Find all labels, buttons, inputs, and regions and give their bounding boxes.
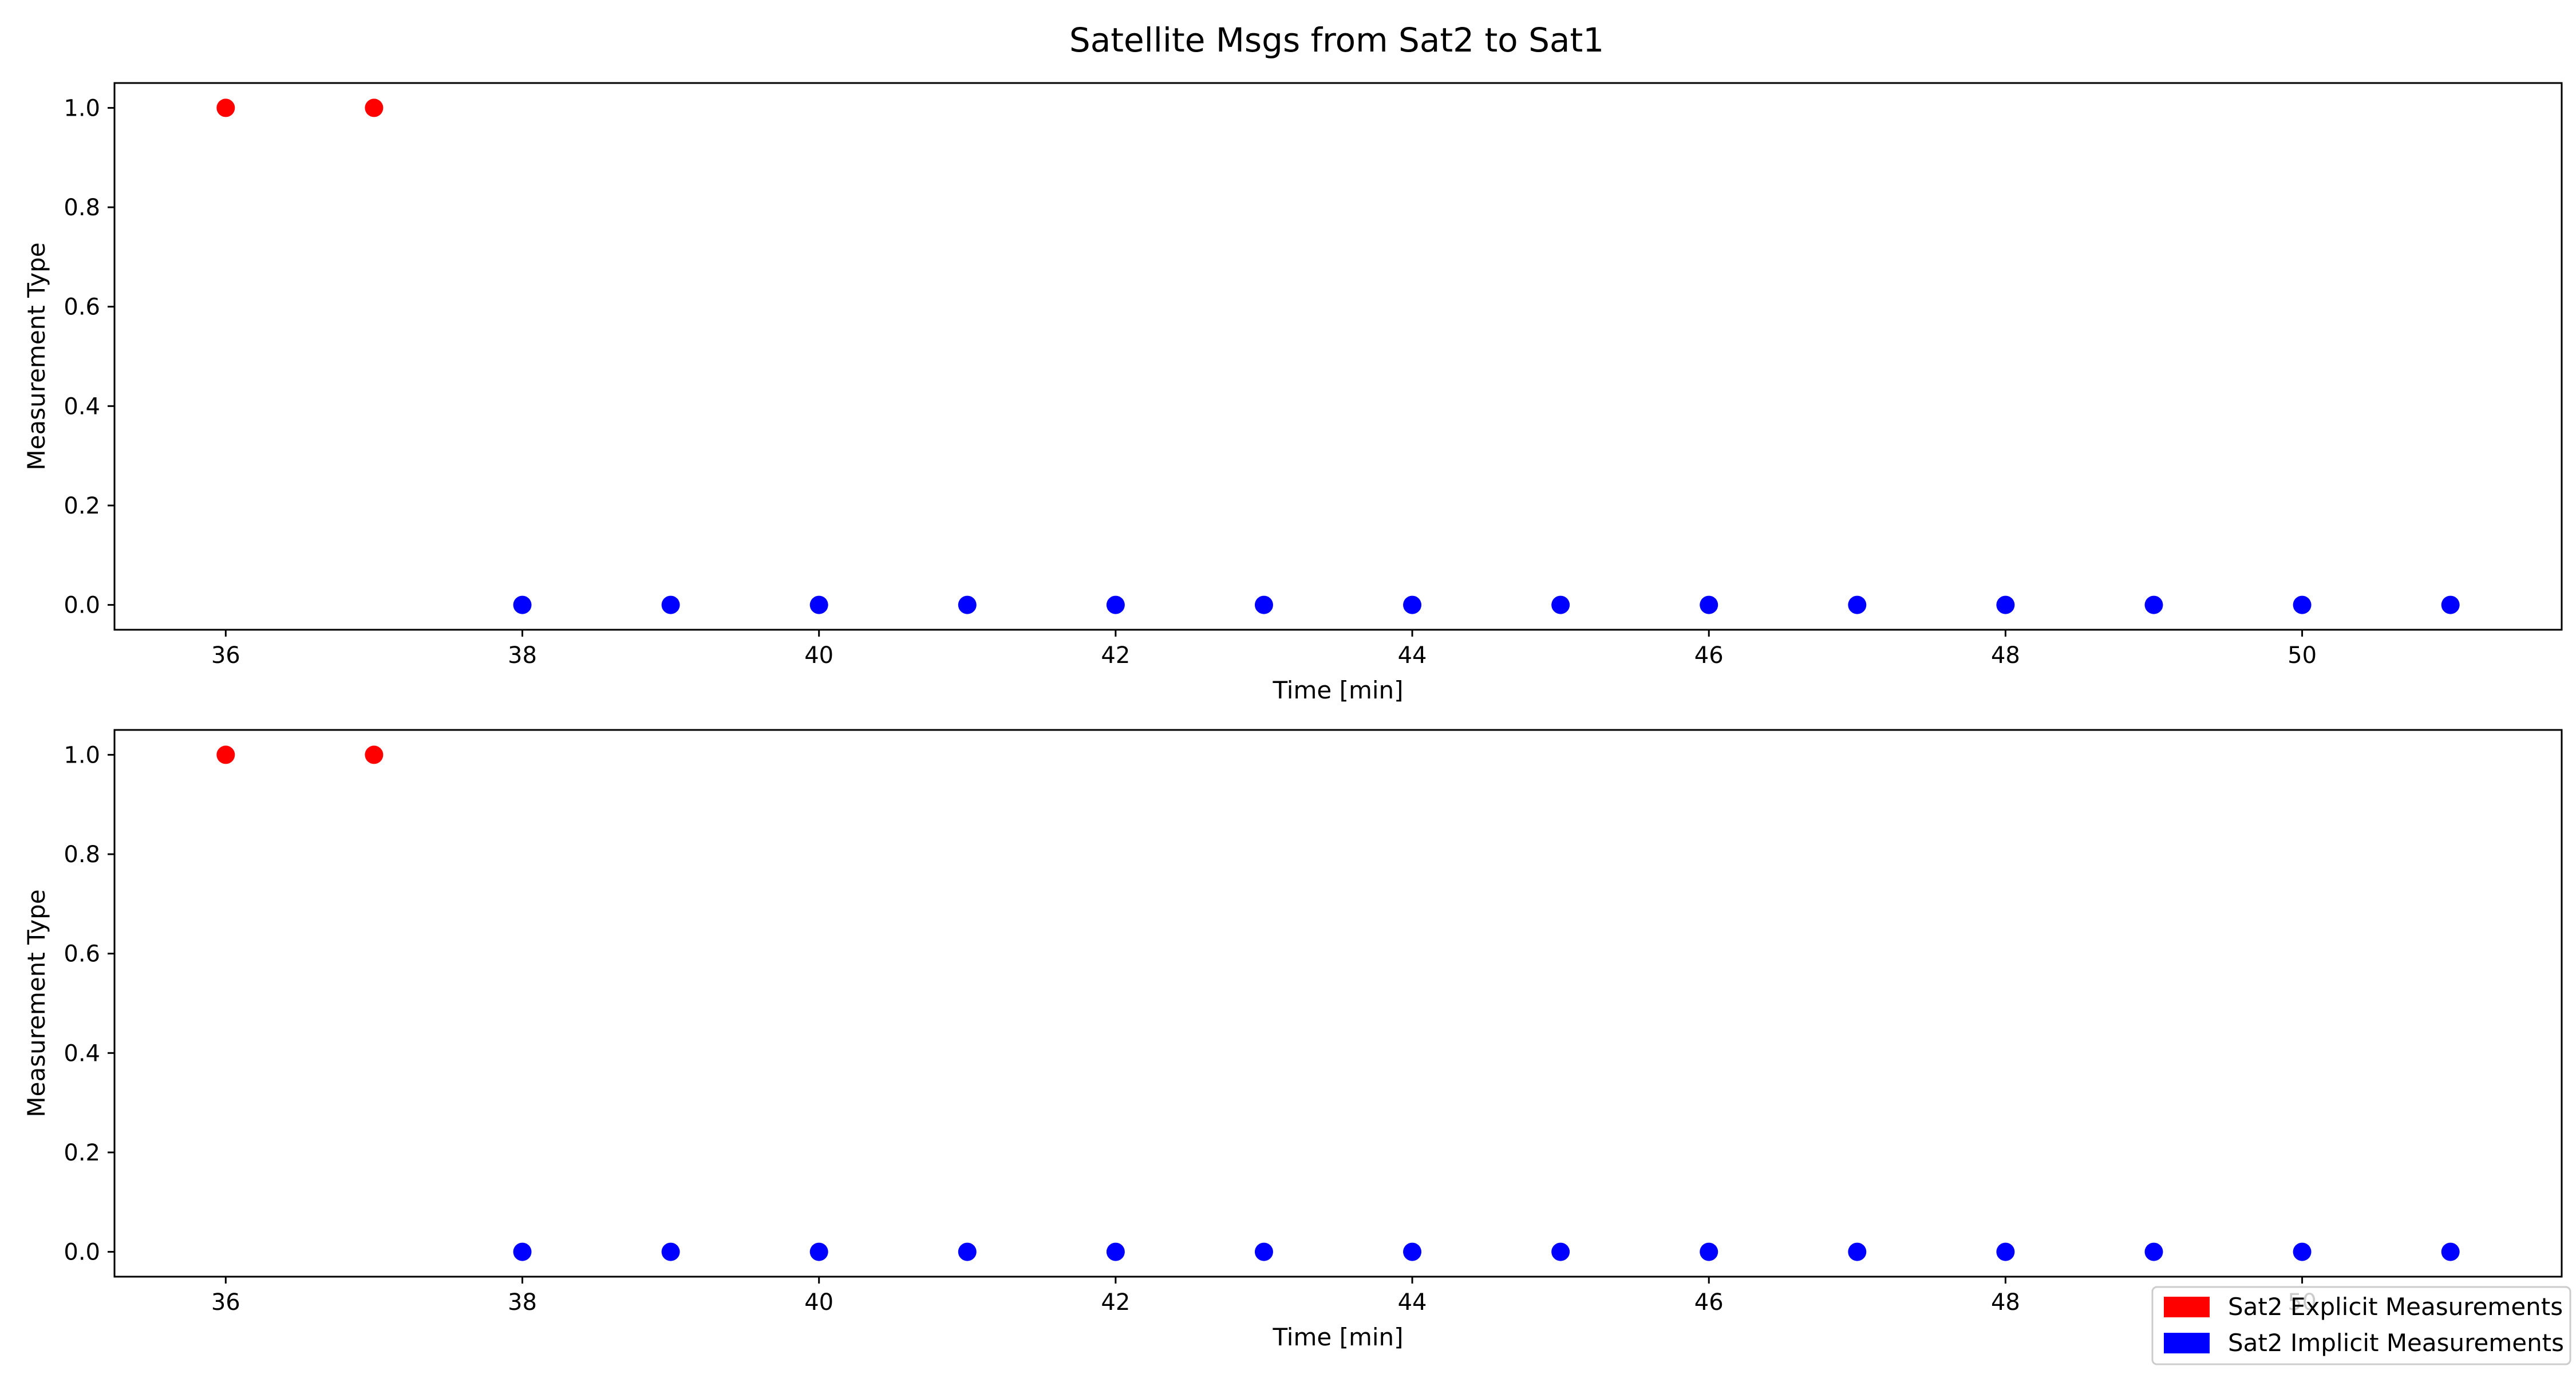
legend-swatch-implicit [2164, 1333, 2210, 1353]
subplot-1: 36 38 40 42 44 46 48 50 0.0 0.2 0.4 0.6 0.8 1.0 Time [… [22, 82, 2563, 704]
x-tick-label: 42 [1101, 642, 1130, 669]
data-point [365, 98, 384, 117]
x-tick-label: 46 [1694, 642, 1724, 669]
y-tick-label: 0.2 [64, 493, 100, 519]
y-tick-label: 0.8 [64, 842, 100, 868]
data-point [1551, 1242, 1570, 1261]
x-axis-label: Time [min] [1272, 676, 1403, 704]
subplots: 36 38 40 42 44 46 48 50 0.0 0.2 0.4 0.6 0.8 1.0 Time [… [22, 82, 2563, 1351]
x-tick-label: 40 [804, 1289, 833, 1316]
y-tick-label: 0.2 [64, 1140, 100, 1166]
y-tick-label: 0.8 [64, 195, 100, 221]
y-tick-label: 0.6 [64, 941, 100, 968]
data-point [513, 595, 532, 614]
y-tick-label: 0.6 [64, 294, 100, 321]
legend: Sat2 Explicit Measurements Sat2 Implicit… [2151, 1286, 2571, 1365]
x-tick-label: 44 [1398, 642, 1427, 669]
data-point [2144, 1242, 2163, 1261]
x-axis-label: Time [min] [1272, 1323, 1403, 1351]
legend-label-implicit: Sat2 Implicit Measurements [2228, 1329, 2564, 1357]
data-point [1403, 595, 1422, 614]
data-point [2293, 1242, 2312, 1261]
data-point [1848, 595, 1867, 614]
series-2 [513, 595, 2460, 614]
data-point [958, 595, 977, 614]
data-point [216, 745, 235, 764]
x-tick-label: 48 [1991, 1289, 2020, 1316]
data-point [1700, 595, 1718, 614]
data-point [2293, 595, 2312, 614]
x-tick-label: 36 [211, 1289, 240, 1316]
data-point [1996, 595, 2015, 614]
data-point [958, 1242, 977, 1261]
data-point [809, 1242, 828, 1261]
data-point [365, 745, 384, 764]
y-axis-label: Measurement Type [22, 242, 50, 470]
data-point [513, 1242, 532, 1261]
data-point [1403, 1242, 1422, 1261]
series-1 [216, 745, 384, 764]
axes-frame [113, 729, 2563, 1278]
y-tick-label: 0.4 [64, 1040, 100, 1067]
legend-swatch-explicit [2164, 1297, 2210, 1317]
x-tick-label: 48 [1991, 642, 2020, 669]
series-1 [216, 98, 384, 117]
data-point [2441, 1242, 2460, 1261]
y-tick-label: 0.0 [64, 593, 100, 619]
data-point [1254, 595, 1273, 614]
y-tick-label: 0.0 [64, 1239, 100, 1266]
data-point [216, 98, 235, 117]
data-point [2144, 595, 2163, 614]
x-tick-label: 40 [804, 642, 833, 669]
y-axis-label: Measurement Type [22, 889, 50, 1117]
data-point [1551, 595, 1570, 614]
data-point [661, 1242, 680, 1261]
data-point [661, 595, 680, 614]
x-tick-label: 38 [508, 642, 537, 669]
data-point [1996, 1242, 2015, 1261]
legend-label-explicit: Sat2 Explicit Measurements [2228, 1293, 2563, 1321]
data-point [2441, 595, 2460, 614]
x-tick-label: 36 [211, 642, 240, 669]
data-point [1700, 1242, 1718, 1261]
figure-title: Satellite Msgs from Sat2 to Sat1 [1069, 21, 1604, 60]
y-tick-label: 1.0 [64, 742, 100, 768]
x-tick-label: 50 [2287, 642, 2317, 669]
y-tick-label: 0.4 [64, 393, 100, 420]
series-2 [513, 1242, 2460, 1261]
axes-frame [113, 82, 2563, 631]
data-point [1848, 1242, 1867, 1261]
x-tick-label: 38 [508, 1289, 537, 1316]
x-tick-label: 44 [1398, 1289, 1427, 1316]
data-point [809, 595, 828, 614]
legend-frame [2151, 1286, 2571, 1365]
y-tick-label: 1.0 [64, 95, 100, 121]
x-tick-label: 42 [1101, 1289, 1130, 1316]
data-point [1106, 1242, 1125, 1261]
data-point [1254, 1242, 1273, 1261]
x-tick-label: 46 [1694, 1289, 1724, 1316]
data-point [1106, 595, 1125, 614]
